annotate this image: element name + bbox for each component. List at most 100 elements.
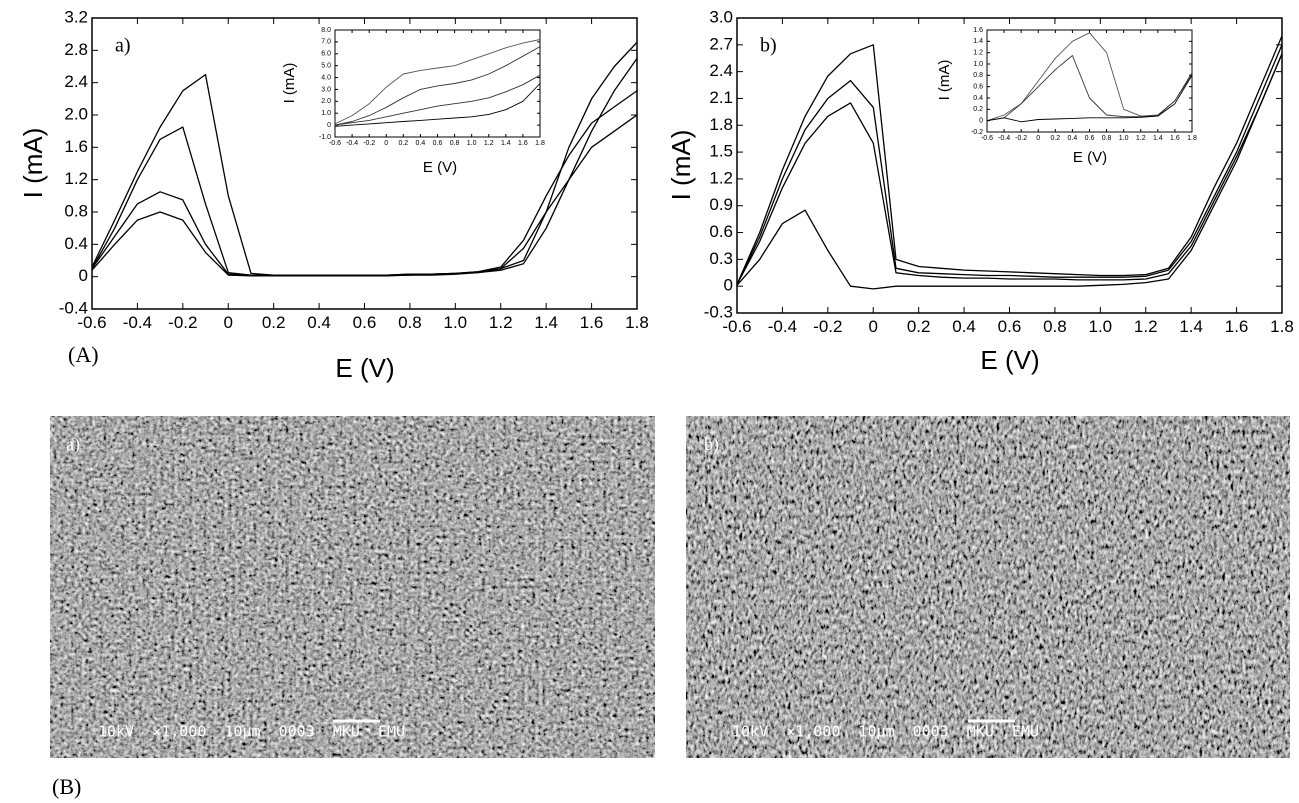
- x-tick-label: 1.0: [444, 313, 468, 332]
- y-tick-label: 3.2: [64, 7, 88, 26]
- x-tick-label: 0.2: [1050, 135, 1060, 142]
- cv-curve: [736, 35, 1283, 285]
- x-tick-label: -0.2: [168, 313, 197, 332]
- x-tick-label: 1.8: [535, 140, 545, 147]
- y-axis-label: I (mA): [666, 130, 696, 201]
- cv-curve: [91, 114, 638, 277]
- x-tick-label: 0: [1036, 135, 1040, 142]
- cv-curve: [91, 90, 638, 276]
- x-tick-label: -0.2: [813, 317, 842, 336]
- x-tick-label: 1.6: [580, 313, 604, 332]
- y-tick-label: 3.0: [709, 7, 733, 26]
- x-tick-label: 0: [224, 313, 233, 332]
- y-tick-label: 0.2: [973, 106, 983, 113]
- x-tick-label: 0: [384, 140, 388, 147]
- cv-curve: [334, 74, 541, 126]
- plot-frame: [986, 29, 1193, 133]
- y-tick-label: -0.3: [704, 302, 733, 321]
- x-axis-label: E (V): [423, 159, 457, 176]
- sem-label: b): [704, 434, 719, 455]
- sem-image: [50, 416, 655, 758]
- y-tick-label: 2.4: [64, 72, 88, 91]
- x-tick-label: 1.4: [1179, 317, 1203, 336]
- sem-panel-b: b) 10kV ×1,000 10μm 0003 MKU EMU: [686, 416, 1290, 758]
- y-tick-label: 0: [724, 276, 733, 295]
- y-tick-label: 0.6: [709, 222, 733, 241]
- y-tick-label: 1.6: [64, 137, 88, 156]
- y-tick-label: 1.2: [973, 50, 983, 57]
- x-tick-label: 0.4: [1068, 135, 1078, 142]
- chart: -0.6 -0.4 -0.2 0 0.2 0.4 0.6 0.8 1.0 1.2 1.4 1.6 1.8…: [936, 27, 1197, 166]
- x-tick-label: -0.6: [722, 317, 751, 336]
- x-tick-label: 1.4: [1153, 135, 1163, 142]
- y-tick-label: 0.9: [709, 195, 733, 214]
- y-axis-label: I (mA): [281, 63, 298, 104]
- panel-label: a): [115, 35, 131, 57]
- chart: -0.6 -0.4 -0.2 0 0.2 0.4 0.6 0.8 1.0 1.2 1.4 1.6 1.8…: [281, 27, 545, 176]
- x-tick-label: 1.4: [534, 313, 558, 332]
- x-tick-label: 1.6: [1225, 317, 1249, 336]
- y-tick-label: 7.0: [321, 39, 331, 46]
- x-axis-label: E (V): [1073, 149, 1107, 166]
- y-tick-label: 0.8: [973, 72, 983, 79]
- x-tick-label: 0.6: [998, 317, 1022, 336]
- y-tick-label: 0.3: [709, 249, 733, 268]
- y-tick-label: 2.4: [709, 61, 733, 80]
- x-tick-label: 0.2: [398, 140, 408, 147]
- cv-curve: [334, 83, 541, 127]
- x-tick-label: -0.4: [998, 135, 1010, 142]
- x-tick-label: 1.2: [1136, 135, 1146, 142]
- x-tick-label: 1.6: [1170, 135, 1180, 142]
- y-tick-label: 0: [327, 122, 331, 129]
- y-tick-label: 1.8: [709, 115, 733, 134]
- x-tick-label: 1.0: [1089, 317, 1113, 336]
- x-tick-label: 1.8: [1187, 135, 1197, 142]
- y-tick-label: 0.6: [973, 84, 983, 91]
- x-tick-label: -0.4: [346, 140, 358, 147]
- y-tick-label: 2.8: [64, 40, 88, 59]
- y-tick-label: 0.8: [64, 201, 88, 220]
- sem-caption: 10kV ×1,000 10μm 0003 MKU EMU: [732, 723, 1039, 741]
- y-tick-label: 3.0: [321, 86, 331, 93]
- sem-image: [686, 416, 1290, 758]
- x-tick-label: 1.0: [1119, 135, 1129, 142]
- y-tick-label: 8.0: [321, 27, 331, 34]
- x-tick-label: -0.6: [981, 135, 993, 142]
- cv-curve: [736, 44, 1283, 285]
- sem-panel-a: a) 10kV ×1,000 10μm 0003 MKU EMU: [50, 416, 655, 758]
- x-tick-label: 0.6: [433, 140, 443, 147]
- cv-curve: [334, 46, 541, 126]
- y-tick-label: 1.0: [973, 61, 983, 68]
- chart: -0.6 -0.4 -0.2 0 0.2 0.4 0.6 0.8 1.0 1.2 1.4 1.6 1.8…: [18, 7, 649, 382]
- sem-caption: 10kV ×1,000 10μm 0003 MKU EMU: [98, 723, 405, 741]
- y-tick-label: -0.4: [59, 298, 88, 317]
- x-tick-label: 1.2: [1134, 317, 1158, 336]
- x-tick-label: 0.8: [398, 313, 422, 332]
- y-tick-label: 6.0: [321, 51, 331, 58]
- x-tick-label: 1.8: [625, 313, 649, 332]
- y-tick-label: -0.2: [971, 129, 983, 136]
- sem-label: a): [66, 434, 80, 455]
- y-axis-label: I (mA): [936, 60, 953, 101]
- y-tick-label: 1.4: [973, 38, 983, 45]
- x-tick-label: 1.8: [1270, 317, 1294, 336]
- y-tick-label: 1.2: [64, 169, 88, 188]
- x-tick-label: -0.4: [123, 313, 152, 332]
- x-tick-label: 1.2: [484, 140, 494, 147]
- y-tick-label: 2.0: [321, 98, 331, 105]
- x-tick-label: 0.4: [416, 140, 426, 147]
- y-tick-label: 0.4: [973, 95, 983, 102]
- y-tick-label: 4.0: [321, 74, 331, 81]
- panel-label: b): [760, 35, 777, 57]
- y-tick-label: 2.0: [64, 104, 88, 123]
- y-tick-label: 1.2: [709, 168, 733, 187]
- y-tick-label: 1.6: [973, 27, 983, 34]
- y-tick-label: 0: [979, 118, 983, 125]
- x-tick-label: 1.2: [489, 313, 513, 332]
- x-tick-label: -0.6: [77, 313, 106, 332]
- x-tick-label: -0.2: [363, 140, 375, 147]
- x-tick-label: 1.4: [501, 140, 511, 147]
- x-tick-label: 0.6: [353, 313, 377, 332]
- x-tick-label: 0.4: [307, 313, 331, 332]
